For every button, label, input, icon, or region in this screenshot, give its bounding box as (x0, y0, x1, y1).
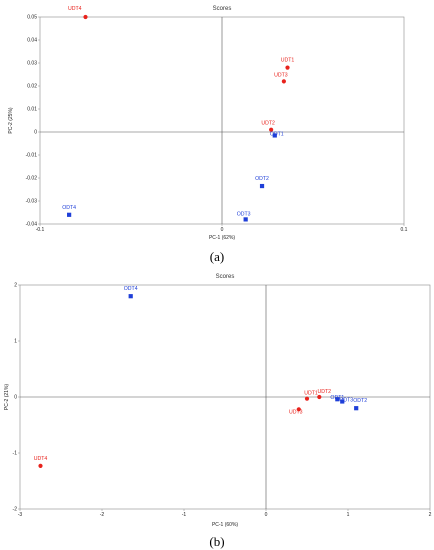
chart-title: Scores (213, 6, 232, 12)
x-tick-label: 0.1 (401, 227, 408, 233)
x-tick-label: 1 (347, 512, 350, 518)
point-udt1 (304, 396, 310, 401)
y-tick-label: -0.04 (26, 222, 38, 228)
y-tick-label: 1 (14, 339, 17, 345)
x-tick-label: -3 (18, 512, 23, 518)
y-axis-label: PC-2 (25%) (8, 107, 14, 133)
point-label-udt4: UDT4 (68, 6, 82, 12)
x-tick-label: 0 (265, 512, 268, 518)
x-axis-label: PC-1 (62%) (209, 235, 235, 241)
y-tick-label: 0 (14, 395, 17, 401)
x-axis-label: PC-1 (60%) (212, 522, 238, 528)
point-label-udt1: UDT1 (281, 58, 295, 64)
point-label-odt4: ODT4 (124, 286, 138, 292)
y-tick-label: -0.03 (26, 199, 38, 205)
point-label-odt3: ODT3 (237, 211, 251, 217)
point-label-udt1: UDT1 (304, 391, 318, 397)
y-tick-label: 0.03 (27, 61, 37, 67)
point-udt2 (269, 127, 274, 132)
point-label-udt2: UDT2 (318, 389, 332, 395)
point-label-odt1: ODT1 (330, 395, 344, 401)
panel-label: (a) (210, 249, 224, 264)
y-tick-label: 0 (34, 130, 37, 136)
point-label-udt3: UDT3 (289, 409, 303, 415)
y-tick-label: -0.02 (26, 176, 38, 182)
y-tick-label: -1 (13, 451, 18, 457)
point-label-odt2: ODT2 (255, 176, 269, 182)
point-odt4 (128, 294, 133, 299)
y-tick-label: -0.01 (26, 153, 38, 159)
point-label-odt1: ODT1 (270, 131, 284, 137)
y-tick-label: 0.05 (27, 15, 37, 21)
point-label-odt2: ODT2 (353, 398, 367, 404)
y-tick-label: 0.01 (27, 107, 37, 113)
x-tick-label: 2 (429, 512, 432, 518)
point-odt4 (67, 212, 72, 217)
y-tick-label: -2 (13, 507, 18, 513)
chart-panel-a: Scores -0.1 0 0.1 -0.04 -0.03 -0.02 -0.01 0 0.01 0… (8, 6, 408, 264)
point-label-udt4: UDT4 (34, 456, 48, 462)
y-tick-label: 2 (14, 283, 17, 289)
y-tick-label: 0.02 (27, 84, 37, 90)
y-axis-label: PC-2 (21%) (4, 384, 10, 410)
point-odt3 (243, 217, 248, 222)
point-odt1 (272, 133, 277, 138)
point-udt1 (285, 65, 290, 70)
x-tick-label: -1 (182, 512, 187, 518)
y-tick-label: 0.04 (27, 38, 37, 44)
x-tick-label: -0.1 (36, 227, 45, 233)
point-udt3 (296, 407, 301, 412)
point-udt2 (317, 394, 322, 400)
chart-title: Scores (216, 274, 235, 280)
point-label-udt2: UDT2 (261, 121, 275, 127)
point-udt4 (83, 14, 88, 20)
point-odt3 (340, 399, 345, 404)
point-udt4 (38, 463, 43, 468)
point-label-udt3: UDT3 (274, 72, 288, 78)
point-label-odt3: ODT3 (339, 397, 353, 403)
x-tick-label: 0 (221, 227, 224, 233)
point-udt3 (281, 79, 286, 84)
point-odt2 (354, 406, 359, 411)
point-label-odt4: ODT4 (62, 205, 76, 211)
x-tick-label: -2 (100, 512, 105, 518)
point-odt2 (259, 183, 265, 189)
panel-label: (b) (209, 534, 224, 549)
point-odt1 (335, 397, 340, 402)
